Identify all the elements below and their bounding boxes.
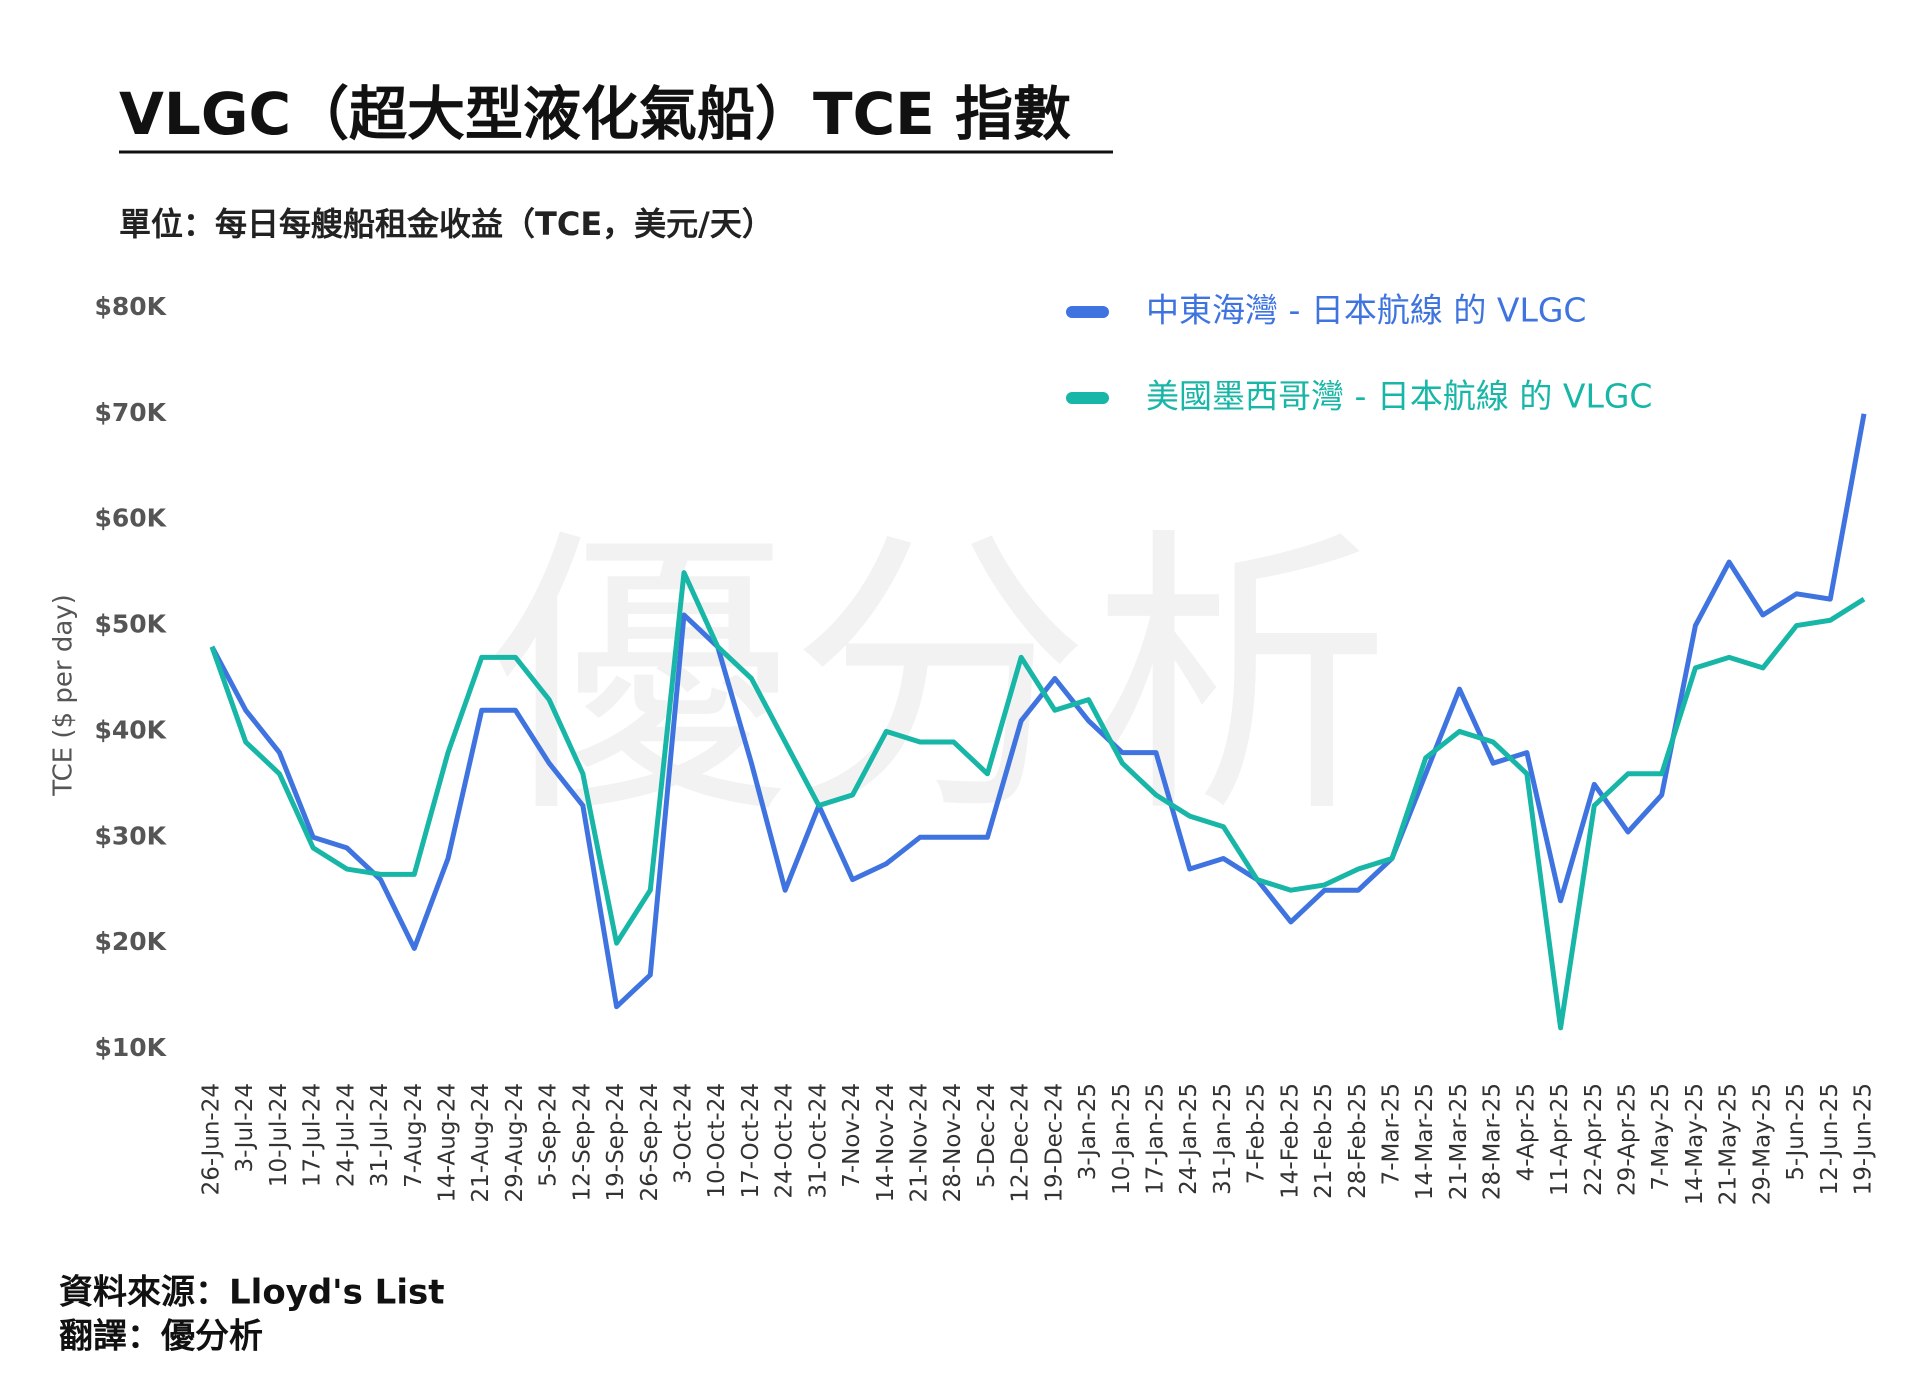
x-tick-label: 21-May-25	[1716, 1083, 1742, 1205]
x-tick-label: 28-Mar-25	[1480, 1083, 1506, 1200]
x-tick-label: 31-Oct-24	[805, 1083, 831, 1199]
source-note: 資料來源：Lloyd's List	[59, 1273, 444, 1313]
y-tick-label: $40K	[94, 715, 167, 744]
x-tick-label: 14-May-25	[1682, 1083, 1708, 1205]
x-tick-label: 19-Dec-24	[1041, 1083, 1067, 1203]
series-line	[209, 413, 1867, 1010]
y-tick-label: $10K	[94, 1033, 167, 1062]
x-tick-label: 7-Nov-24	[839, 1083, 865, 1188]
x-tick-label: 28-Nov-24	[940, 1083, 966, 1202]
x-tick-label: 24-Jan-25	[1176, 1083, 1202, 1195]
subtitle: 單位：每日每艘船租金收益（TCE，美元/天）	[119, 205, 774, 243]
x-tick-label: 21-Feb-25	[1311, 1083, 1337, 1199]
translation-note: 翻譯：優分析	[59, 1317, 263, 1357]
x-tick-label: 10-Oct-24	[704, 1083, 730, 1199]
x-tick-label: 5-Sep-24	[536, 1083, 562, 1187]
x-tick-label: 5-Jun-25	[1783, 1083, 1809, 1181]
x-tick-label: 29-Aug-24	[502, 1083, 528, 1203]
x-tick-label: 3-Jul-24	[232, 1083, 258, 1173]
x-tick-label: 7-Mar-25	[1379, 1083, 1405, 1185]
legend-label: 中東海灣 - 日本航線 的 VLGC	[1146, 291, 1586, 330]
x-tick-label: 5-Dec-24	[974, 1083, 1000, 1188]
x-tick-label: 19-Jun-25	[1851, 1083, 1877, 1195]
x-tick-label: 14-Feb-25	[1277, 1083, 1303, 1199]
chart-title: VLGC（超大型液化氣船）TCE 指數	[119, 80, 1071, 148]
x-tick-label: 14-Mar-25	[1412, 1083, 1438, 1200]
y-tick-label: $50K	[94, 610, 167, 639]
x-tick-label: 29-May-25	[1749, 1083, 1775, 1205]
x-tick-label: 22-Apr-25	[1581, 1083, 1607, 1196]
x-tick-label: 12-Jun-25	[1817, 1083, 1843, 1195]
x-tick-label: 7-Aug-24	[401, 1083, 427, 1188]
x-tick-label: 7-May-25	[1648, 1083, 1674, 1191]
x-tick-label: 21-Nov-24	[907, 1083, 933, 1202]
x-tick-label: 4-Apr-25	[1513, 1083, 1539, 1181]
y-axis-title: TCE ($ per day)	[49, 594, 79, 797]
y-tick-label: $20K	[94, 927, 167, 956]
x-tick-label: 31-Jul-24	[367, 1083, 393, 1187]
series-line	[209, 570, 1866, 1031]
x-tick-label: 19-Sep-24	[603, 1083, 629, 1201]
legend-label: 美國墨西哥灣 - 日本航線 的 VLGC	[1146, 377, 1652, 416]
x-tick-label: 14-Nov-24	[873, 1083, 899, 1202]
x-tick-label: 17-Jan-25	[1143, 1083, 1169, 1195]
x-tick-label: 10-Jan-25	[1109, 1083, 1135, 1195]
x-tick-label: 3-Oct-24	[671, 1083, 697, 1184]
x-tick-label: 21-Aug-24	[468, 1083, 494, 1203]
y-tick-label: $30K	[94, 821, 167, 850]
x-tick-label: 28-Feb-25	[1345, 1083, 1371, 1199]
x-tick-label: 24-Jul-24	[333, 1083, 359, 1187]
y-tick-label: $70K	[94, 398, 167, 427]
x-tick-label: 7-Feb-25	[1244, 1083, 1270, 1184]
x-tick-label: 3-Jan-25	[1075, 1083, 1101, 1180]
x-tick-label: 24-Oct-24	[772, 1083, 798, 1199]
x-tick-label: 21-Mar-25	[1446, 1083, 1472, 1200]
x-tick-label: 17-Oct-24	[738, 1083, 764, 1199]
x-tick-label: 17-Jul-24	[300, 1083, 326, 1187]
x-tick-label: 10-Jul-24	[266, 1083, 292, 1187]
x-tick-label: 29-Apr-25	[1615, 1083, 1641, 1196]
x-tick-label: 31-Jan-25	[1210, 1083, 1236, 1195]
y-tick-label: $60K	[94, 504, 167, 533]
watermark: 優分析	[490, 504, 1390, 853]
x-tick-label: 26-Jun-24	[199, 1083, 225, 1195]
x-tick-label: 26-Sep-24	[637, 1083, 663, 1201]
x-tick-label: 12-Dec-24	[1008, 1083, 1034, 1203]
x-tick-label: 14-Aug-24	[435, 1083, 461, 1203]
x-tick-label: 11-Apr-25	[1547, 1083, 1573, 1196]
x-tick-label: 12-Sep-24	[569, 1083, 595, 1201]
y-tick-label: $80K	[94, 292, 167, 321]
